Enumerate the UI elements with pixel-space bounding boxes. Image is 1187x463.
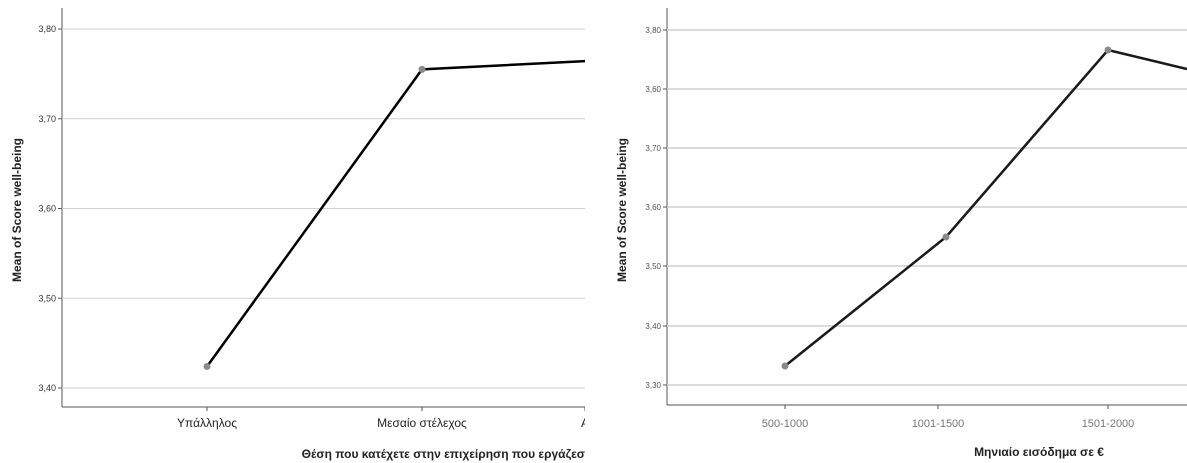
chart-left: 3,40 3,50 3,60 3,70 3,80 Υπάλληλος Μεσαίο στέλ… [0,0,585,463]
y-tick-label: 3,80 [645,26,661,35]
y-tick-label: 3,30 [645,381,661,390]
y-tick-label: 3,60 [645,203,661,212]
x-tick-label: 500-1000 [762,418,809,430]
y-tick-label: 3,40 [38,383,56,393]
data-point [781,362,789,370]
y-tick-label: 3,50 [645,262,661,271]
y-tick-label: 3,50 [38,293,56,303]
x-tick-label: 1501-2000 [1082,418,1135,430]
data-point [942,233,950,241]
chart-right: 3,80 3,60 3,70 3,60 3,50 3,40 3,30 500-1000 1001… [598,0,1187,463]
x-tick-label: Μεσαίο στέλεχος [377,416,467,430]
chart-right-svg: 3,80 3,60 3,70 3,60 3,50 3,40 3,30 500-1000 1001… [615,8,1187,459]
y-tick-label: 3,60 [645,85,661,94]
panel-divider [588,0,598,463]
data-point [1104,46,1112,54]
data-point [418,65,426,73]
series-line [784,48,1187,367]
x-axis-title: Μηνιαίο εισόδημα σε € [974,445,1104,459]
data-point [203,362,211,370]
y-tick-label: 3,80 [38,24,56,34]
y-tick-label: 3,60 [38,204,56,214]
x-tick-label: 1001-1500 [912,418,965,430]
x-tick-label: Υπάλληλος [177,416,237,430]
y-tick-label: 3,70 [38,114,56,124]
y-tick-label: 3,40 [645,322,661,331]
y-axis-title: Mean of Score well-being [615,138,629,282]
y-tick-label: 3,70 [645,144,661,153]
x-axis-title: Θέση που κατέχετε στην επιχείρηση που ερ… [302,447,585,461]
chart-left-svg: 3,40 3,50 3,60 3,70 3,80 Υπάλληλος Μεσαίο στέλ… [10,8,585,461]
y-axis-title: Mean of Score well-being [10,138,24,282]
x-tick-label: Α [581,416,585,430]
series-line [205,59,585,368]
